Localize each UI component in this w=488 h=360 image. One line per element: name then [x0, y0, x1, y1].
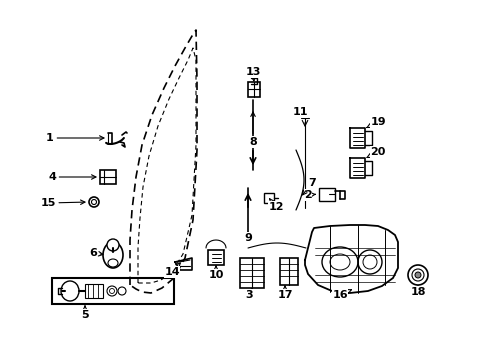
- Bar: [280, 258, 297, 285]
- Text: 18: 18: [409, 286, 425, 297]
- Ellipse shape: [107, 239, 119, 251]
- Text: 3: 3: [244, 289, 252, 300]
- Text: 19: 19: [366, 117, 385, 127]
- Text: 12: 12: [268, 199, 283, 212]
- Text: 11: 11: [292, 107, 307, 118]
- Circle shape: [414, 272, 420, 278]
- Text: 1: 1: [46, 133, 104, 143]
- Text: 4: 4: [48, 172, 96, 182]
- Text: 5: 5: [81, 306, 89, 320]
- Ellipse shape: [357, 250, 381, 274]
- Bar: [85, 284, 103, 298]
- Text: 10: 10: [208, 266, 223, 280]
- Text: 13: 13: [245, 67, 260, 81]
- Bar: [240, 258, 264, 288]
- Text: 20: 20: [366, 147, 385, 158]
- Bar: [207, 250, 224, 265]
- Text: 6: 6: [89, 248, 103, 258]
- Text: 15: 15: [40, 198, 85, 208]
- Bar: [318, 188, 334, 201]
- Ellipse shape: [103, 242, 123, 268]
- Text: 7: 7: [302, 178, 315, 195]
- Text: 17: 17: [277, 286, 292, 300]
- Bar: [52, 278, 174, 304]
- Bar: [247, 82, 260, 97]
- Text: 8: 8: [248, 112, 256, 147]
- Text: 2: 2: [304, 190, 315, 200]
- Text: 9: 9: [244, 233, 251, 243]
- Bar: [100, 170, 116, 184]
- Bar: [264, 193, 273, 203]
- Ellipse shape: [61, 281, 79, 301]
- Ellipse shape: [321, 247, 357, 277]
- Text: 14: 14: [164, 263, 180, 277]
- Text: 16: 16: [331, 289, 351, 300]
